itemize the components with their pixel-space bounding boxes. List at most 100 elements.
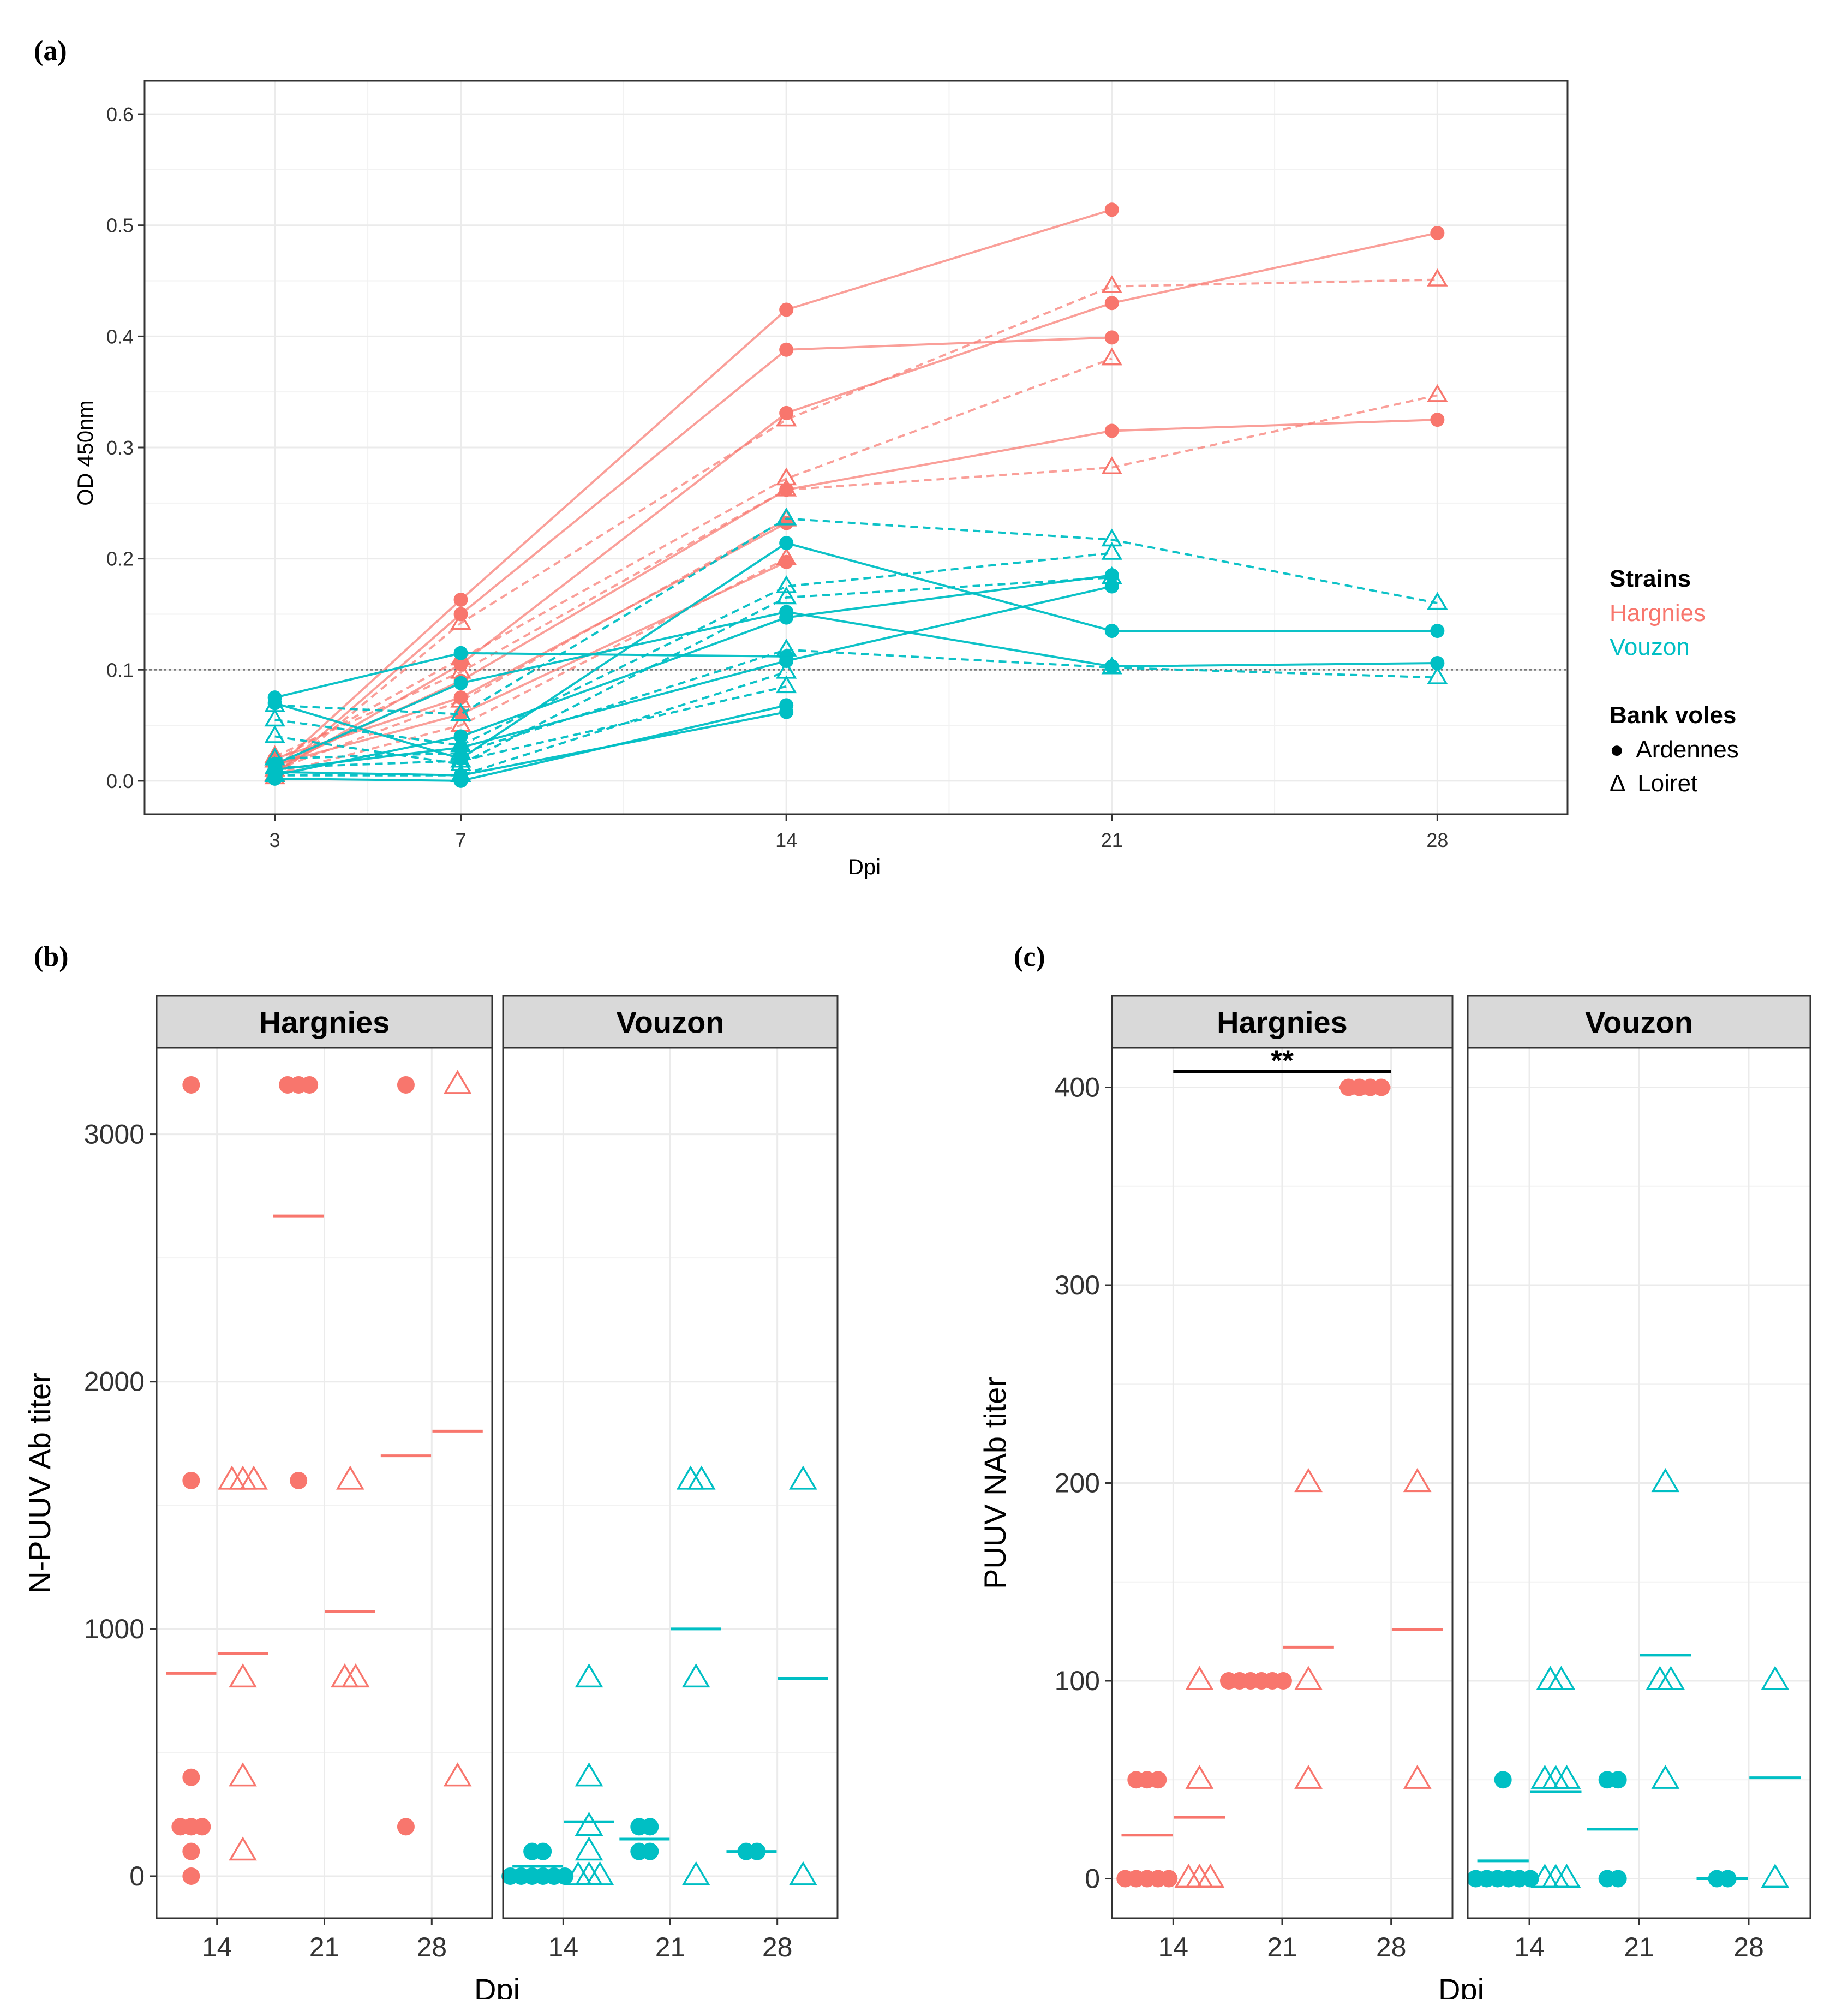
tick-label-y: 100 [1055,1666,1100,1696]
data-point-triangle [336,1465,364,1490]
data-point-triangle [450,764,471,783]
plot-border-a [143,80,1569,815]
x-axis-title: Dpi [474,1972,520,1999]
data-point-circle [779,610,794,625]
series-line-vouzon-loiret [274,552,1112,747]
data-point-circle [1104,296,1119,311]
data-point-triangle [1651,1764,1680,1789]
tick-label-x-a: 14 [775,829,797,851]
facet-title-vouzon: Vouzon [616,1005,724,1040]
data-point-triangle [687,1465,716,1490]
data-point-circle [290,1471,308,1489]
tick-label-y: 3000 [84,1119,145,1150]
data-point-triangle [450,703,471,721]
data-point-triangle [681,1861,710,1885]
data-point-triangle [1101,347,1122,366]
data-point-triangle [1101,566,1122,584]
data-point-circle [397,1076,415,1094]
tick-label-x: 28 [762,1932,793,1962]
data-point-triangle [681,1663,710,1688]
data-point-circle [1160,1870,1178,1888]
facet-title-hargnies: Hargnies [259,1005,390,1040]
data-point-triangle [1101,541,1122,560]
data-point-circle [779,554,794,569]
data-point-circle [779,536,794,551]
facet-title-hargnies: Hargnies [1217,1005,1348,1040]
data-point-triangle [1294,1764,1323,1789]
y-axis-title: PUUV NAb titer [978,1377,1012,1589]
tick-label-y-a: 0.2 [106,548,134,570]
data-point-circle [641,1818,659,1836]
panel-a-line-chart: 0.0 0.1 0.2 0.3 0.4 0.5 0.6 3 7 14 21 28 Dpi OD 450nm [74,80,1569,879]
data-point-triangle [575,1836,603,1861]
data-point-triangle [1196,1864,1225,1888]
data-point-circle [641,1842,659,1860]
panel-c-scatter-chart: Hargnies 14 21 28 ** 0 100 200 300 400 Vouzon 14 21 2… [978,995,1811,1999]
svg-text:● Ardennes: ● Ardennes [1610,736,1739,763]
data-point-circle [779,705,794,719]
x-axis-title: Dpi [1438,1972,1484,1999]
significance-label: ** [1271,1045,1294,1077]
data-point-circle [779,342,794,357]
data-point-triangle [1403,1764,1432,1789]
tick-label-y: 300 [1055,1270,1100,1300]
facet-strip-vouzon [502,995,839,1049]
data-point-triangle [775,467,797,486]
tick-label-x-a: 21 [1101,829,1123,851]
data-point-triangle [1552,1864,1581,1888]
data-point-triangle [342,1663,370,1688]
x-axis-title-a: Dpi [848,855,881,879]
data-point-triangle [775,478,797,497]
data-point-circle [453,646,468,660]
data-point-triangle [1552,1764,1581,1789]
tick-label-x: 21 [1267,1932,1297,1962]
data-point-circle [534,1842,552,1860]
data-point-circle [1104,423,1119,438]
facet-strip-hargnies [1111,995,1454,1049]
tick-label-x-a: 3 [270,829,280,851]
panel-label-a: (a) [34,35,67,67]
legend-loiret-symbol: Δ [1610,770,1625,797]
data-point-triangle [775,675,797,694]
tick-label-y: 1000 [84,1614,145,1644]
data-point-triangle [229,1762,257,1787]
data-point-triangle [1403,1468,1432,1493]
data-point-triangle [775,547,797,565]
data-point-triangle [1427,592,1448,610]
facet-strip-hargnies [156,995,493,1049]
data-point-triangle [775,408,797,427]
legend-ardennes-symbol: ● [1610,736,1624,763]
tick-label-x: 14 [1514,1932,1545,1962]
y-axis-title-a: OD 450nm [74,400,98,505]
series-line-hargnies-loiret [274,557,787,775]
plot-border [156,1047,493,1919]
data-point-triangle [789,1465,817,1490]
tick-label-y-a: 0.6 [106,103,134,126]
data-point-triangle [1427,666,1448,684]
plot-border [1467,1047,1811,1919]
series-line-vouzon-loiret [274,685,787,769]
tick-label-x-a: 28 [1426,829,1448,851]
data-point-circle [453,592,468,607]
series-line-hargnies-ardennes [274,336,1112,777]
data-point-triangle [264,756,285,774]
data-point-triangle [585,1861,614,1885]
legend-ardennes-label: Ardennes [1636,736,1738,763]
tick-label-x: 28 [1376,1932,1407,1962]
data-point-triangle [775,586,797,605]
tick-label-y-a: 0.3 [106,437,134,459]
data-point-circle [182,1768,200,1786]
svg-text:Δ Loiret: Δ Loiret [1610,770,1697,797]
data-point-triangle [775,639,797,657]
plot-border [502,1047,839,1919]
data-point-triangle [775,575,797,593]
data-point-triangle [450,753,471,771]
tick-label-y-a: 0.1 [106,659,134,681]
legend: Strains Hargnies Vouzon Bank voles ● Ard… [1610,565,1739,797]
data-point-circle [1494,1771,1512,1789]
data-point-triangle [1185,1764,1214,1789]
data-point-triangle [1547,1666,1576,1690]
data-point-triangle [229,1836,257,1861]
data-point-circle [267,696,282,711]
data-point-triangle [450,612,471,630]
